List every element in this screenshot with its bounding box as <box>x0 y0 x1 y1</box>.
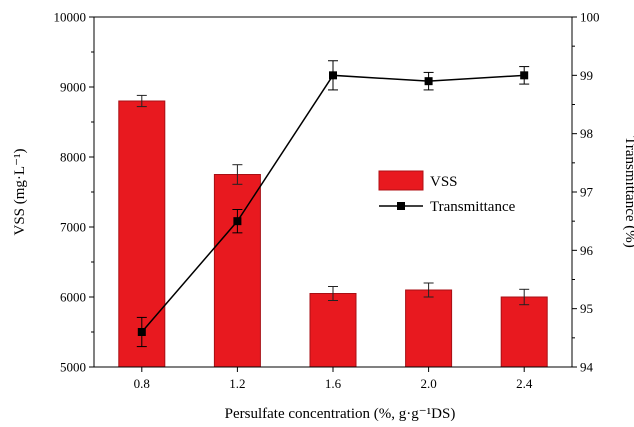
y-left-tick-label-1: 6000 <box>60 290 86 305</box>
y-left-tick-label-4: 9000 <box>60 80 86 95</box>
y-axis-right-title: Transmittance (%) <box>622 136 634 248</box>
bar-vss-2 <box>309 293 357 368</box>
point-transmittance-3 <box>424 77 433 86</box>
point-transmittance-4 <box>520 71 529 80</box>
legend-vss-label: VSS <box>430 174 458 190</box>
x-tick-label-3: 2.0 <box>420 376 436 391</box>
x-tick-label-4: 2.4 <box>516 376 533 391</box>
y-left-tick-label-0: 5000 <box>60 360 86 375</box>
transmittance-line-layer <box>136 60 530 348</box>
bar-vss-4 <box>500 296 548 368</box>
legend: VSS Transmittance <box>378 170 516 215</box>
legend-vss-swatch <box>378 170 424 191</box>
y-right-tick-label-6: 100 <box>580 10 600 25</box>
bar-vss-1 <box>213 174 261 368</box>
y-right-tick-label-0: 94 <box>580 360 594 375</box>
x-tick-label-1: 1.2 <box>229 376 245 391</box>
legend-transmittance-label: Transmittance <box>430 199 516 215</box>
point-transmittance-0 <box>137 328 146 336</box>
vss-bars <box>118 94 548 368</box>
legend-transmittance-marker <box>397 202 405 210</box>
y-left-tick-label-2: 7000 <box>60 220 86 235</box>
y-axis-left-title: VSS (mg·L⁻¹) <box>12 148 28 235</box>
y-right-tick-label-5: 99 <box>580 68 593 83</box>
x-axis-title: Persulfate concentration (%, g·g⁻¹DS) <box>225 406 456 422</box>
y-right-tick-label-3: 97 <box>580 185 594 200</box>
y-right-tick-label-4: 98 <box>580 126 593 141</box>
axes: 5000 6000 7000 8000 9000 10000 94 95 96 97 98 99 100… <box>54 10 600 392</box>
x-tick-label-2: 1.6 <box>325 376 342 391</box>
y-right-tick-label-2: 96 <box>580 243 594 258</box>
y-left-tick-label-3: 8000 <box>60 150 86 165</box>
point-transmittance-1 <box>233 217 242 226</box>
bar-vss-3 <box>405 289 453 368</box>
x-tick-label-0: 0.8 <box>134 376 150 391</box>
y-left-tick-label-5: 10000 <box>54 10 87 25</box>
y-right-tick-label-1: 95 <box>580 301 593 316</box>
point-transmittance-2 <box>329 71 337 80</box>
